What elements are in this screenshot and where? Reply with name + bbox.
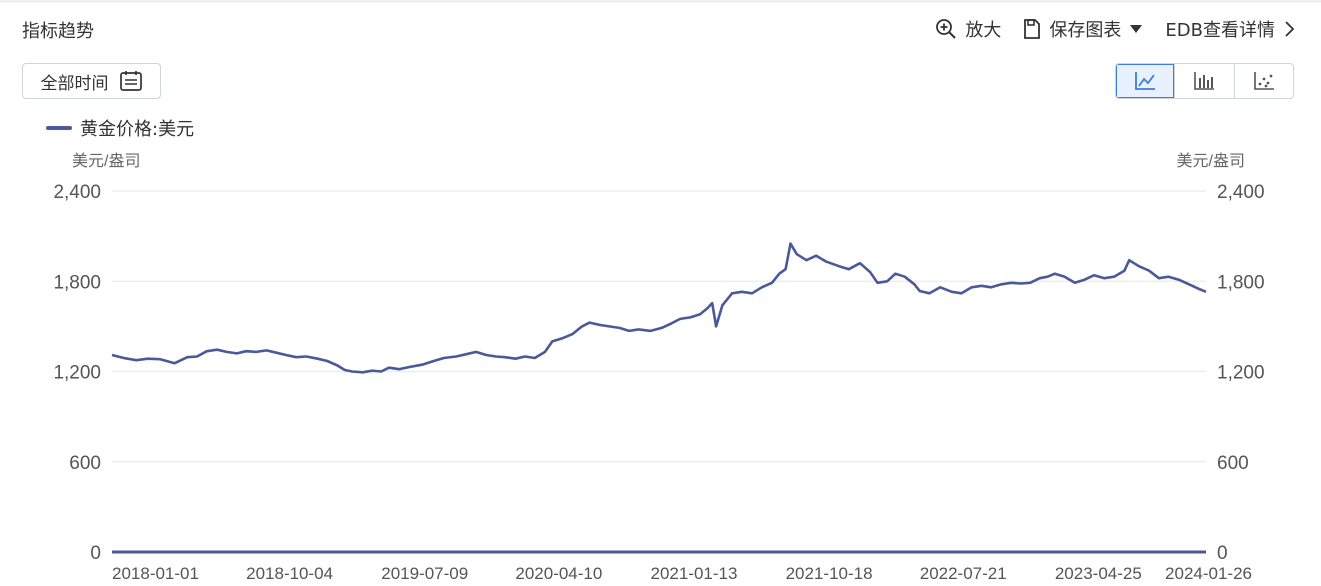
legend-swatch <box>46 126 72 130</box>
y-tick-label-right: 0 <box>1217 543 1228 564</box>
line-chart-toggle[interactable] <box>1116 64 1175 98</box>
zoom-in-icon <box>936 19 957 39</box>
calendar-icon <box>119 71 142 91</box>
x-tick-label: 2020-04-10 <box>515 564 602 583</box>
top-divider <box>0 0 1321 3</box>
x-tick-label: 2021-10-18 <box>786 564 873 583</box>
edb-detail-label: EDB查看详情 <box>1165 20 1275 41</box>
edb-detail-link[interactable]: EDB查看详情 <box>1165 16 1295 42</box>
save-chart-label: 保存图表 <box>1049 20 1122 41</box>
y-tick-label-right: 1,200 <box>1217 363 1265 384</box>
line-chart-icon <box>1135 72 1156 90</box>
y-tick-label-right: 1,800 <box>1217 272 1265 293</box>
save-chart-button[interactable]: 保存图表 <box>1023 16 1143 42</box>
scatter-chart-toggle[interactable] <box>1233 64 1293 98</box>
save-icon <box>1024 19 1041 39</box>
chart-type-switch <box>1115 63 1294 99</box>
bar-chart-toggle[interactable] <box>1174 64 1233 98</box>
chart-legend[interactable]: 黄金价格:美元 <box>46 115 194 141</box>
zoom-label: 放大 <box>965 20 1002 41</box>
date-range-button[interactable]: 全部时间 <box>22 63 161 99</box>
y-tick-label-left: 1,200 <box>53 363 101 384</box>
y-tick-label-left: 2,400 <box>53 182 101 203</box>
x-tick-label: 2018-10-04 <box>246 564 333 583</box>
page-title: 指标趋势 <box>22 21 94 42</box>
y-axis-unit-right: 美元/盎司 <box>1177 152 1245 170</box>
y-tick-label-right: 600 <box>1217 453 1249 474</box>
x-tick-label: 2018-01-01 <box>112 564 199 583</box>
date-range-label: 全部时间 <box>40 73 109 94</box>
scatter-chart-icon <box>1254 72 1274 90</box>
series-line-gold-price <box>111 242 1207 374</box>
x-tick-label: 2019-07-09 <box>381 564 468 583</box>
x-tick-label: 2021-01-13 <box>650 564 737 583</box>
bar-chart-icon <box>1194 72 1215 90</box>
y-axis-unit-left: 美元/盎司 <box>72 152 140 170</box>
x-tick-label: 2022-07-21 <box>920 564 1007 583</box>
zoom-button[interactable]: 放大 <box>935 16 1001 42</box>
x-tick-label: 2023-04-25 <box>1055 564 1142 583</box>
chart-toolbar: 放大 保存图表 EDB查看详情 <box>935 16 1295 42</box>
chevron-right-icon <box>1285 21 1295 37</box>
y-tick-label-right: 2,400 <box>1217 182 1265 203</box>
y-tick-label-left: 1,800 <box>53 272 101 293</box>
legend-label: 黄金价格:美元 <box>80 119 195 140</box>
y-tick-label-left: 600 <box>69 453 101 474</box>
x-tick-label: 2024-01-26 <box>1165 564 1252 583</box>
y-tick-label-left: 0 <box>90 543 101 564</box>
caret-down-icon <box>1130 25 1143 33</box>
